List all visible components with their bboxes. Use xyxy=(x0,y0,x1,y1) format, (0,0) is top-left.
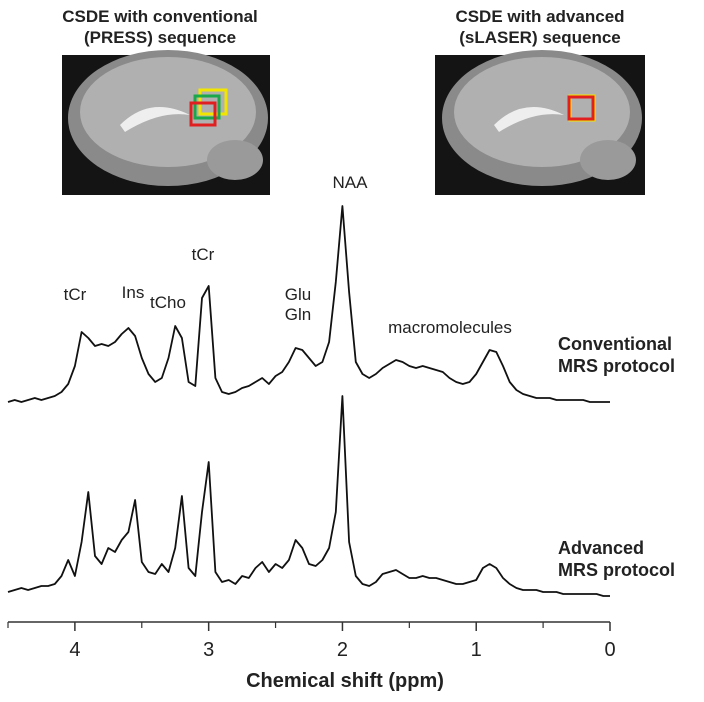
peak-label: Gln xyxy=(285,305,311,324)
spectrum-line xyxy=(7,205,610,403)
x-tick-label: 1 xyxy=(471,639,482,661)
x-tick-label: 0 xyxy=(604,639,615,661)
image-title: CSDE with conventional (PRESS) sequence xyxy=(62,7,258,47)
peak-label: tCr xyxy=(64,285,87,304)
peak-label: tCho xyxy=(150,293,186,312)
x-tick-label: 2 xyxy=(337,639,348,661)
series-label: Conventional MRS protocol xyxy=(558,334,675,376)
peak-label: Glu xyxy=(285,285,311,304)
peak-label: NAA xyxy=(333,173,369,192)
x-tick-label: 4 xyxy=(69,639,80,661)
series-label: Advanced MRS protocol xyxy=(558,538,675,580)
x-tick-label: 3 xyxy=(203,639,214,661)
mri-image-right xyxy=(435,50,645,195)
image-title: CSDE with advanced (sLASER) sequence xyxy=(455,7,625,47)
x-axis-title: Chemical shift (ppm) xyxy=(246,670,444,692)
peak-label: tCr xyxy=(192,245,215,264)
mri-image-left xyxy=(62,50,270,195)
peak-label: macromolecules xyxy=(388,318,512,337)
spectrum-line xyxy=(7,395,610,597)
peak-label: Ins xyxy=(122,283,145,302)
